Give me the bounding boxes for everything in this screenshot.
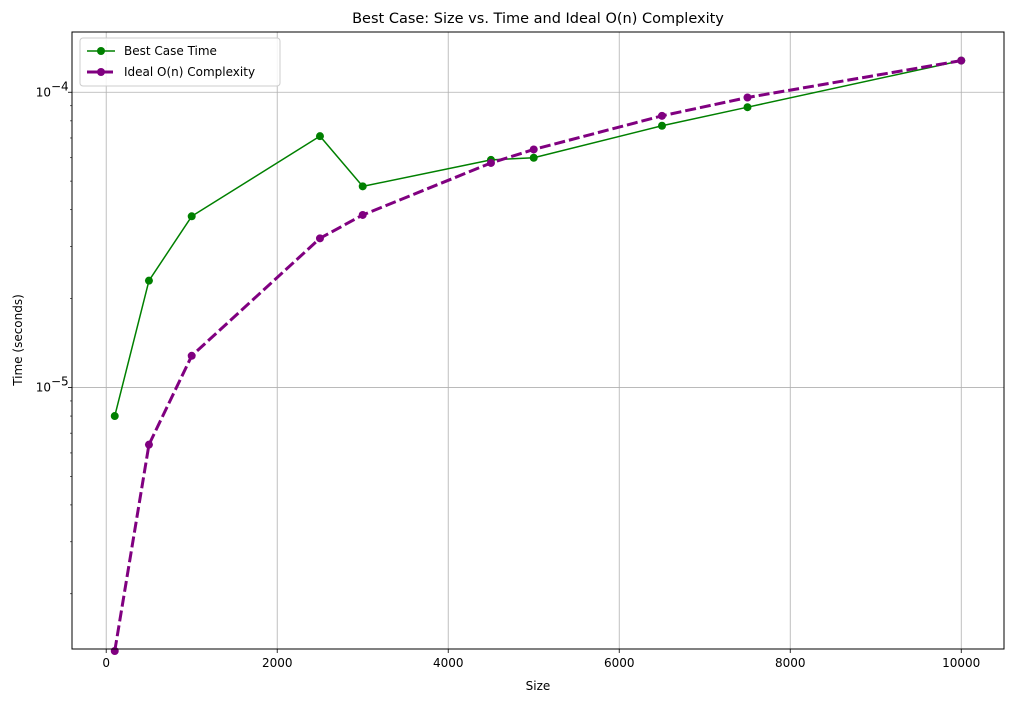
x-axis: 0 2000 4000 6000 8000 10000 [102, 649, 980, 670]
series-0-point [358, 182, 367, 191]
x-tick-label: 10000 [942, 656, 980, 670]
series-layer [110, 56, 966, 655]
plot-frame [71, 31, 1005, 650]
chart-title: Best Case: Size vs. Time and Ideal O(n) … [352, 11, 724, 27]
series-1-point [358, 210, 367, 219]
series-1-point [486, 158, 495, 167]
series-0-point [529, 153, 538, 162]
series-1-point [957, 56, 966, 65]
series-0-point [110, 412, 119, 421]
x-tick-label: 8000 [775, 656, 806, 670]
series-line-0 [114, 59, 962, 417]
series-1-point [144, 440, 153, 449]
y-tick-label: 10 −5 [36, 374, 69, 394]
y-tick-label-exponent: −5 [51, 374, 69, 388]
series-0-point [144, 276, 153, 285]
series-1-point [187, 351, 196, 360]
series-line-1 [113, 59, 962, 652]
y-axis: 10−510−4 [36, 79, 72, 595]
series-0-point [315, 132, 324, 141]
y-tick-label-base: 10 [36, 85, 51, 99]
x-tick-label: 6000 [604, 656, 635, 670]
series-1-point [743, 93, 752, 102]
legend-label-ideal: Ideal O(n) Complexity [124, 65, 255, 79]
series-0-point [743, 103, 752, 112]
y-tick-label-exponent: −4 [51, 79, 69, 93]
x-tick-label: 0 [102, 656, 110, 670]
legend-label-best-case: Best Case Time [124, 44, 217, 58]
y-axis-label: Time (seconds) [11, 294, 25, 387]
x-tick-label: 2000 [262, 656, 293, 670]
grid [72, 32, 1004, 649]
legend-marker-ideal [97, 68, 105, 76]
legend: Best Case Time Ideal O(n) Complexity [79, 37, 281, 87]
series-1-point [657, 111, 666, 120]
series-0-point [187, 212, 196, 221]
series-1-point [529, 145, 538, 154]
series-0-point [657, 121, 666, 130]
legend-marker-best-case [97, 47, 105, 55]
x-tick-label: 4000 [433, 656, 464, 670]
y-tick-label: 10 −4 [36, 79, 69, 99]
series-1-point [110, 646, 119, 655]
x-axis-label: Size [526, 679, 551, 693]
y-tick-label-base: 10 [36, 380, 51, 394]
series-1-point [315, 234, 324, 243]
legend-frame [79, 37, 281, 87]
